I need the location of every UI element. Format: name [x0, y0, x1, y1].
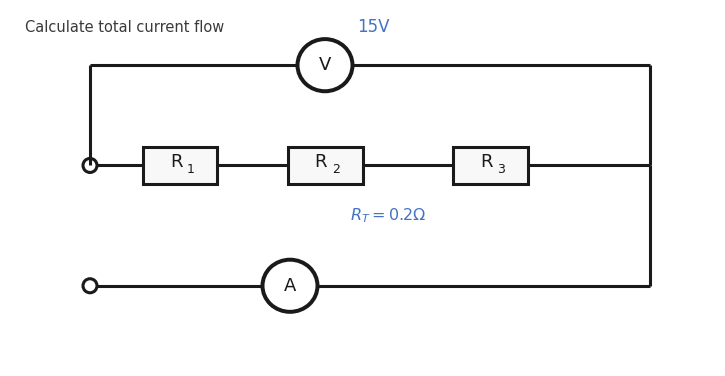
Ellipse shape — [297, 39, 352, 91]
Text: V: V — [319, 56, 331, 74]
Text: $R_T = 0.2\Omega$: $R_T = 0.2\Omega$ — [350, 206, 426, 225]
Text: 2: 2 — [332, 163, 340, 176]
Text: A: A — [283, 277, 297, 295]
FancyBboxPatch shape — [288, 147, 362, 184]
Text: 1: 1 — [187, 163, 195, 176]
Text: R: R — [170, 153, 182, 171]
Ellipse shape — [262, 260, 318, 312]
FancyBboxPatch shape — [143, 147, 218, 184]
FancyBboxPatch shape — [452, 147, 528, 184]
Text: 15V: 15V — [357, 18, 390, 36]
Text: R: R — [315, 153, 327, 171]
Text: 3: 3 — [497, 163, 505, 176]
Text: Calculate total current flow: Calculate total current flow — [25, 20, 224, 35]
Text: R: R — [480, 153, 492, 171]
